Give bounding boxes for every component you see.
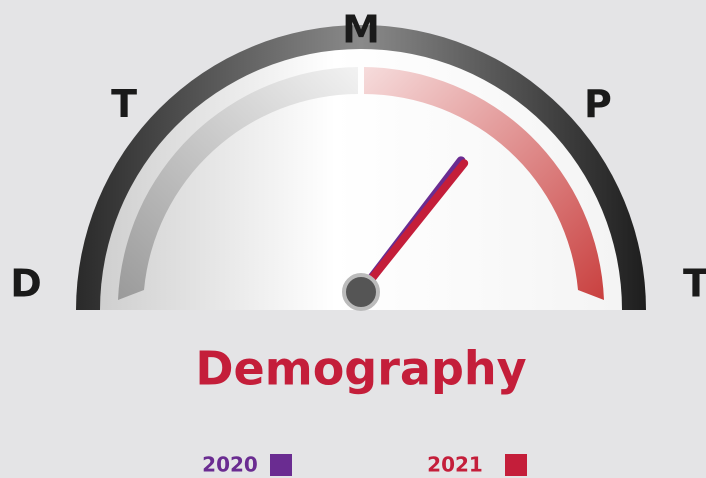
legend-label: 2020 bbox=[202, 453, 258, 477]
chart-title: Demography bbox=[195, 342, 526, 396]
needle bbox=[357, 159, 469, 296]
scale-label: T bbox=[111, 82, 137, 126]
legend-swatch bbox=[505, 454, 527, 476]
legend-swatch bbox=[270, 454, 292, 476]
legend-label: 2021 bbox=[427, 453, 483, 477]
gauge-band-high bbox=[364, 67, 604, 300]
gauge-layer: D T M P T 2020 2021 bbox=[10, 8, 706, 477]
scale-label: D bbox=[10, 262, 42, 306]
scale-label: T bbox=[683, 262, 706, 306]
gauge-band-low bbox=[118, 67, 358, 300]
scale-label: M bbox=[342, 8, 380, 52]
scale-label: P bbox=[584, 82, 612, 126]
needle-pivot bbox=[342, 273, 380, 311]
